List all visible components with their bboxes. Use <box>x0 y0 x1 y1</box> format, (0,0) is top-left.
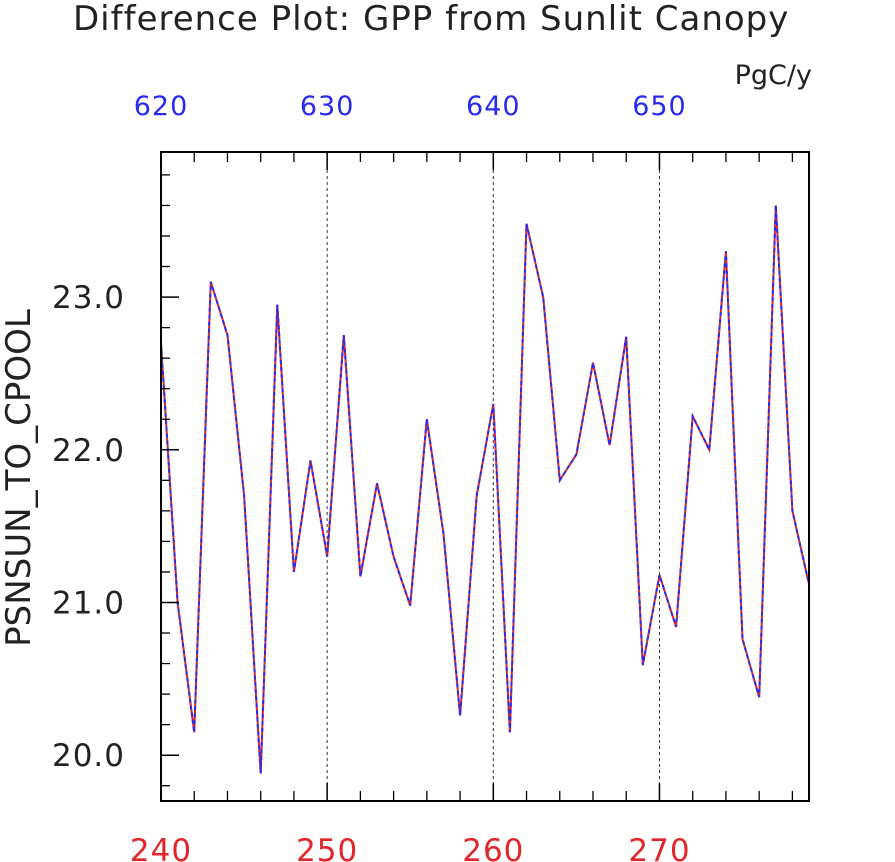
x-top-tick-label: 640 <box>466 91 521 122</box>
series-line-blue <box>160 205 810 774</box>
x-bottom-tick-label: 260 <box>462 833 524 862</box>
units-label: PgC/y <box>735 60 812 91</box>
x-top-tick-label: 630 <box>300 91 355 122</box>
x-bottom-tick-label: 270 <box>628 833 690 862</box>
y-tick-label: 20.0 <box>52 738 125 774</box>
y-tick-label: 23.0 <box>52 280 125 316</box>
y-axis-label: PSNSUN_TO_CPOOL <box>0 309 39 647</box>
axis-ticks <box>160 152 794 801</box>
tick-labels: 240 250 260 270 620 630 640 650 20.0 21.0 22.0 23.0 <box>52 91 690 862</box>
plot-frame <box>160 151 810 802</box>
data-series <box>160 205 810 774</box>
series-line-red <box>160 205 810 774</box>
y-tick-label: 21.0 <box>52 585 125 621</box>
grid-lines <box>326 152 660 801</box>
x-top-tick-label: 650 <box>632 91 687 122</box>
y-tick-label: 22.0 <box>52 433 125 469</box>
x-bottom-tick-label: 250 <box>296 833 358 862</box>
x-bottom-tick-label: 240 <box>130 833 192 862</box>
x-top-tick-label: 620 <box>134 91 189 122</box>
chart-title: Difference Plot: GPP from Sunlit Canopy <box>73 0 789 39</box>
